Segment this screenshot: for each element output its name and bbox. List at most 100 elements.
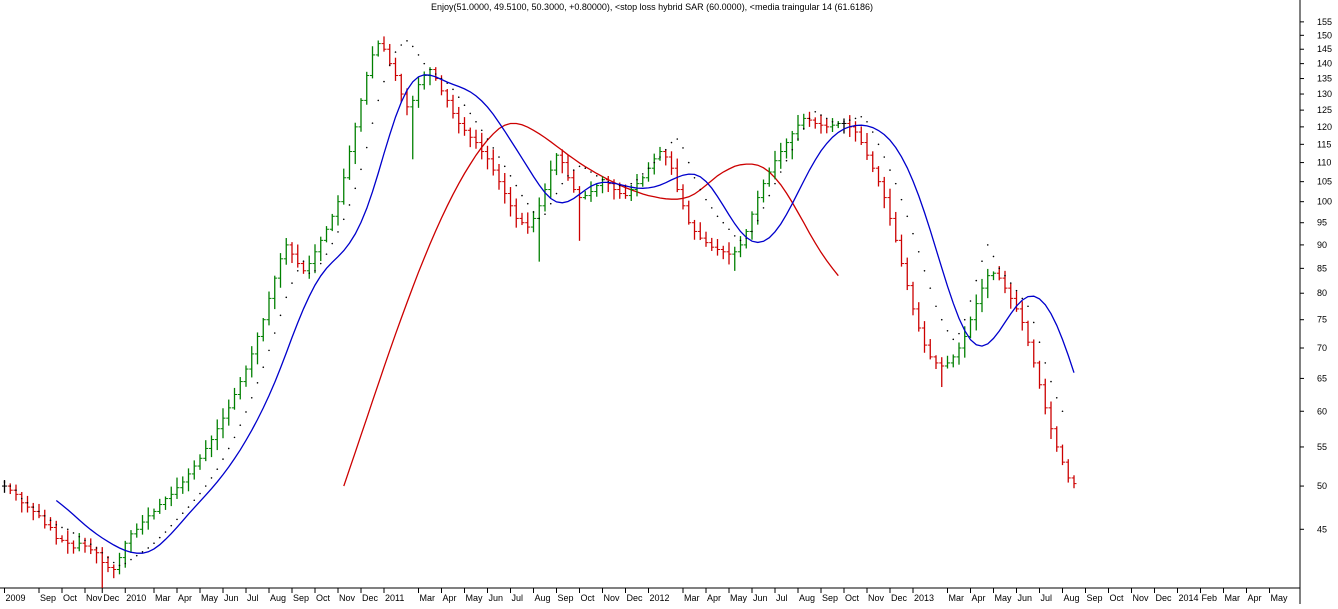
sar-dot bbox=[434, 73, 437, 75]
sar-dot bbox=[158, 536, 161, 539]
sar-dot bbox=[348, 204, 351, 206]
sar-dot bbox=[84, 539, 86, 542]
sar-dot bbox=[89, 543, 92, 545]
sar-dot bbox=[475, 120, 477, 123]
sar-dot bbox=[124, 562, 127, 565]
sar-dot bbox=[774, 182, 776, 185]
price-bar bbox=[71, 540, 76, 554]
x-tick-label: Apr bbox=[972, 593, 986, 603]
x-tick-label: Nov bbox=[339, 593, 356, 603]
price-bar bbox=[853, 121, 858, 142]
y-tick-label: 130 bbox=[1317, 89, 1332, 99]
price-bar bbox=[1060, 444, 1065, 466]
price-bar bbox=[485, 145, 490, 170]
price-bar bbox=[726, 242, 732, 265]
x-tick-label: Mar bbox=[1225, 593, 1241, 603]
sar-dot bbox=[544, 213, 546, 215]
x-tick-label: Jun bbox=[1018, 593, 1033, 603]
price-bar bbox=[916, 302, 922, 332]
price-bar bbox=[370, 46, 375, 79]
sar-dot bbox=[670, 141, 673, 144]
sar-dot bbox=[360, 168, 362, 171]
price-bar bbox=[525, 212, 531, 234]
price-bar bbox=[933, 355, 939, 370]
x-tick-label: Sep bbox=[40, 593, 56, 603]
price-bar bbox=[76, 533, 82, 552]
price-bar bbox=[640, 175, 646, 187]
x-tick-label: Aug bbox=[535, 593, 551, 603]
sar-dot bbox=[227, 447, 230, 450]
price-bar bbox=[278, 253, 283, 288]
price-bar bbox=[358, 98, 364, 132]
price-bar bbox=[462, 117, 467, 136]
y-tick-label: 55 bbox=[1317, 442, 1327, 452]
sar-dot bbox=[452, 88, 454, 91]
price-bar bbox=[347, 145, 352, 180]
price-bar bbox=[1014, 291, 1019, 312]
y-tick-label: 60 bbox=[1317, 406, 1327, 416]
price-bar bbox=[1071, 475, 1077, 489]
price-bars bbox=[2, 36, 1077, 588]
sar-dot bbox=[641, 173, 644, 175]
price-bar bbox=[818, 114, 824, 134]
price-bar bbox=[686, 200, 692, 225]
x-tick-label: May bbox=[730, 593, 748, 603]
sar-dot bbox=[699, 188, 702, 191]
price-bar bbox=[939, 357, 945, 388]
sar-dot bbox=[894, 182, 897, 185]
price-bar bbox=[1065, 459, 1071, 483]
price-bar bbox=[565, 155, 571, 181]
sar-dot bbox=[716, 215, 719, 218]
sar-dot bbox=[1021, 297, 1024, 300]
price-bar bbox=[991, 271, 996, 281]
x-tick-label: Sep bbox=[1087, 593, 1103, 603]
x-tick-label: Aug bbox=[270, 593, 286, 603]
price-bar bbox=[755, 190, 761, 225]
price-bar bbox=[824, 118, 830, 134]
sar-dot bbox=[601, 178, 604, 181]
price-bar bbox=[605, 175, 611, 193]
price-bar bbox=[703, 231, 709, 247]
sar-dot bbox=[406, 40, 408, 42]
sar-dot bbox=[975, 279, 978, 282]
slow-average-series bbox=[343, 122, 839, 487]
sar-dot bbox=[291, 282, 293, 284]
price-bar bbox=[105, 555, 111, 573]
x-tick-label: Jul bbox=[1041, 593, 1053, 603]
price-bar bbox=[220, 408, 226, 439]
sar-dot bbox=[521, 194, 523, 197]
slow-average-line bbox=[343, 122, 839, 487]
price-bar bbox=[341, 168, 347, 205]
price-bar bbox=[749, 211, 755, 240]
y-tick-label: 155 bbox=[1317, 17, 1332, 27]
sar-dot bbox=[1027, 305, 1029, 308]
sar-dot bbox=[820, 114, 822, 116]
price-bar bbox=[1031, 339, 1037, 368]
price-bar bbox=[548, 160, 554, 198]
price-bar bbox=[128, 530, 134, 553]
x-tick-label: May bbox=[466, 593, 484, 603]
price-bar bbox=[720, 245, 726, 260]
sar-dot bbox=[1004, 274, 1006, 277]
price-bar bbox=[48, 517, 53, 531]
y-tick-label: 80 bbox=[1317, 288, 1327, 298]
chart-title: Enjoy(51.0000, 49.5100, 50.3000, +0.8000… bbox=[431, 2, 873, 12]
sar-dot bbox=[296, 269, 299, 272]
sar-dot bbox=[561, 182, 564, 185]
price-bar bbox=[968, 316, 973, 339]
price-bar bbox=[789, 130, 795, 160]
x-tick-label: May bbox=[995, 593, 1013, 603]
sar-dot bbox=[193, 499, 196, 502]
price-bar bbox=[899, 234, 904, 267]
sar-dot bbox=[3, 481, 6, 483]
sar-dot bbox=[664, 148, 667, 151]
y-tick-label: 65 bbox=[1317, 373, 1327, 383]
price-bar bbox=[410, 95, 416, 160]
sar-dot bbox=[940, 318, 943, 321]
x-tick-label: Mar bbox=[155, 593, 171, 603]
sar-dot bbox=[532, 211, 535, 213]
y-tick-label: 110 bbox=[1317, 158, 1331, 168]
x-tick-label: Dec bbox=[1156, 593, 1173, 603]
price-bar bbox=[956, 342, 962, 365]
